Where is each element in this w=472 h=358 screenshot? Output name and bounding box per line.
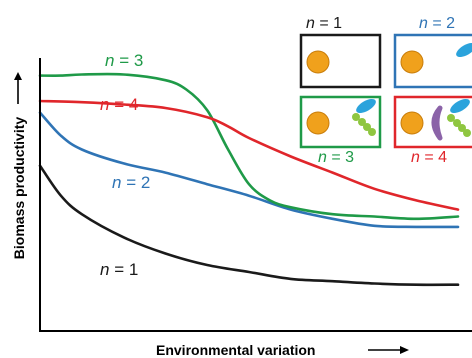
legend-box-n4: n = 4 [393,95,472,166]
curve-n4 [38,99,460,211]
blue-cell-icon [356,99,376,113]
y-axis-arrow [14,72,22,104]
x-axis-label: Environmental variation [156,342,315,358]
curve-label-n2: n = 2 [112,173,150,192]
legend-label-n2: n = 2 [419,15,455,32]
y-axis-label: Biomass productivity [11,117,27,260]
legend-label-n3: n = 3 [318,149,354,166]
legend-box-n1-frame [299,33,382,89]
curve-label-n3: n = 3 [105,51,143,70]
curve-label-n1: n = 1 [100,260,138,279]
legend-box-n3: n = 3 [299,95,382,166]
green-cells-icon [352,113,376,136]
purple-cell-icon [431,105,443,141]
legend-box-n3-frame [299,95,382,149]
legend-box-n1: n = 1 [299,15,382,89]
curve-n1 [38,164,460,287]
legend-box-n2-frame [393,33,472,89]
curve-layer [38,72,460,287]
blue-cell-icon [456,43,472,57]
green-cells-icon [447,114,471,137]
legend-box-n4-frame [393,95,472,149]
axes [39,58,472,332]
curve-n3 [38,72,460,221]
curve-label-n4: n = 4 [100,95,138,114]
blue-cell-icon [450,99,470,113]
legend-label-n4: n = 4 [411,149,447,166]
legend-label-n1: n = 1 [306,15,342,32]
curve-n2 [38,111,460,229]
orange-cell-icon [306,111,330,135]
orange-cell-icon [400,111,424,135]
community-legend: n = 1 n = 2 n = 3 n [299,15,472,166]
orange-cell-icon [400,50,424,74]
x-axis-arrow [368,346,409,354]
orange-cell-icon [306,50,330,74]
legend-box-n2: n = 2 [393,15,472,89]
